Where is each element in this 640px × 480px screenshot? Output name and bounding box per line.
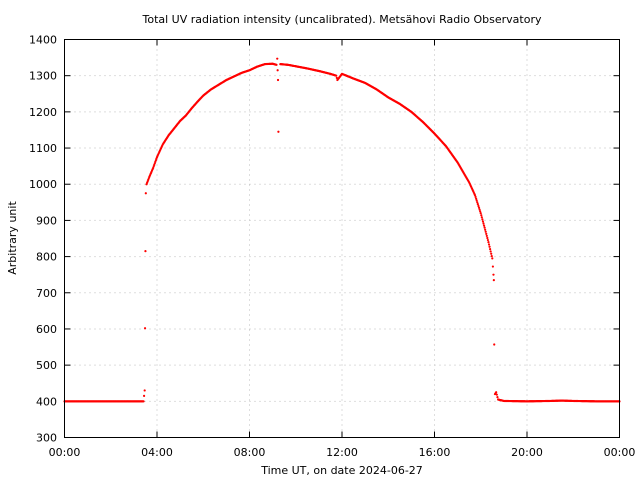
data-point (482, 224, 486, 227)
y-tick-label: 1100 (29, 142, 57, 155)
data-point (476, 201, 479, 204)
data-point (477, 206, 481, 209)
x-tick-label: 08:00 (234, 446, 266, 459)
data-point (142, 400, 145, 403)
data-point (475, 199, 478, 202)
data-point (476, 203, 479, 206)
data-point (484, 228, 487, 231)
data-point (493, 343, 496, 346)
data-point (478, 208, 481, 211)
data-point (484, 230, 487, 233)
y-tick-label: 400 (36, 395, 57, 408)
x-tick-label: 12:00 (326, 446, 358, 459)
data-point (489, 248, 492, 251)
data-point (487, 243, 491, 246)
y-tick-label: 300 (36, 432, 57, 445)
y-tick-label: 1200 (29, 106, 57, 119)
data-point (486, 238, 490, 242)
y-tick-label: 1300 (29, 70, 57, 83)
plot-frame (64, 39, 620, 438)
data-point (480, 214, 483, 217)
data-point (479, 210, 482, 213)
data-point (495, 391, 498, 394)
axis-ticks: 00:00 04:00 08:00 12:00 16:00 20:00 00:0030040… (29, 34, 635, 460)
data-point (490, 254, 493, 258)
data-point (489, 250, 492, 253)
data-point (485, 234, 488, 238)
data-point (495, 393, 498, 396)
data-point (487, 241, 490, 244)
y-axis-label: Arbitrary unit (6, 201, 19, 275)
data-point (492, 273, 495, 276)
data-point (473, 193, 477, 197)
x-tick-label: 20:00 (511, 446, 543, 459)
data-point (275, 63, 278, 66)
data-point (335, 74, 338, 77)
data-point (485, 232, 488, 235)
y-tick-label: 700 (36, 287, 57, 300)
data-point (277, 130, 280, 133)
data-point (276, 57, 279, 60)
x-tick-label: 00:00 (49, 446, 81, 459)
data-point (144, 250, 147, 253)
data-point (481, 218, 484, 221)
data-point (479, 212, 482, 215)
data-point (480, 216, 483, 219)
data-point (475, 197, 478, 200)
x-tick-label: 00:00 (604, 446, 636, 459)
data-point (488, 245, 491, 248)
data-point (492, 279, 495, 282)
data-point (474, 195, 477, 198)
x-tick-label: 04:00 (141, 446, 173, 459)
y-tick-label: 1400 (29, 34, 57, 47)
y-tick-label: 900 (36, 214, 57, 227)
data-point (491, 265, 494, 268)
data-point (276, 69, 279, 72)
data-point (491, 257, 494, 260)
data-point (276, 78, 280, 82)
data-point (486, 236, 489, 240)
grid-lines (64, 39, 620, 438)
data-point (477, 204, 480, 208)
data-point (143, 327, 147, 330)
data-point (481, 220, 485, 223)
data-point (490, 252, 493, 255)
data-point (483, 226, 486, 229)
data-point (496, 396, 499, 399)
x-axis-label: Time UT, on date 2024-06-27 (260, 464, 423, 477)
y-tick-label: 600 (36, 323, 57, 336)
data-point (143, 389, 146, 392)
data-point (482, 222, 485, 225)
y-tick-label: 1000 (29, 178, 57, 191)
data-points (63, 57, 621, 403)
data-point (142, 394, 146, 397)
chart-title: Total UV radiation intensity (uncalibrat… (142, 13, 542, 26)
x-tick-label: 16:00 (419, 446, 451, 459)
y-tick-label: 500 (36, 359, 57, 372)
y-tick-label: 800 (36, 251, 57, 264)
data-point (144, 192, 147, 195)
